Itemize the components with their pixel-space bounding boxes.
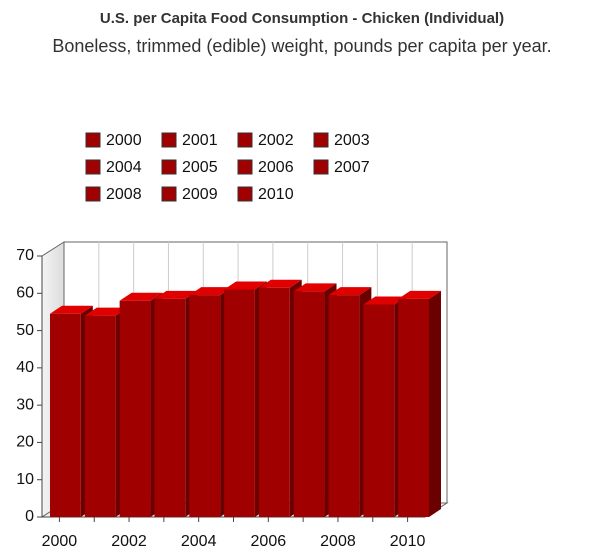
bar bbox=[398, 290, 441, 517]
bar-face bbox=[328, 287, 372, 296]
bar-face bbox=[119, 292, 163, 301]
bar-face bbox=[398, 298, 429, 517]
legend-swatch bbox=[237, 186, 253, 202]
y-tick-label: 40 bbox=[16, 359, 34, 376]
legend-swatch bbox=[237, 132, 253, 148]
bar-face bbox=[50, 305, 93, 314]
bar-face bbox=[84, 307, 128, 316]
bar-face bbox=[154, 290, 198, 299]
bar-face bbox=[363, 296, 407, 305]
bar-face bbox=[84, 315, 116, 517]
bar-face bbox=[119, 300, 151, 517]
bar-face bbox=[258, 279, 302, 288]
x-tick-label: 2006 bbox=[251, 533, 287, 550]
legend-swatch bbox=[313, 159, 329, 175]
bar-face bbox=[189, 295, 221, 517]
chart-title: U.S. per Capita Food Consumption - Chick… bbox=[99, 10, 505, 27]
legend-label: 2009 bbox=[182, 186, 218, 203]
bar-face bbox=[50, 313, 81, 517]
bar-face bbox=[363, 304, 395, 517]
y-tick-label: 50 bbox=[16, 322, 34, 339]
legend-swatch bbox=[85, 159, 101, 175]
legend-label: 2007 bbox=[334, 159, 370, 176]
chart-subtitle: Boneless, trimmed (edible) weight, pound… bbox=[52, 36, 552, 56]
bar-face bbox=[398, 290, 441, 299]
legend-swatch bbox=[161, 132, 177, 148]
legend-label: 2001 bbox=[182, 132, 218, 149]
y-tick-label: 70 bbox=[16, 247, 34, 264]
bar-face bbox=[154, 298, 186, 517]
legend-swatch bbox=[313, 132, 329, 148]
legend-label: 2003 bbox=[334, 132, 370, 149]
bar-face bbox=[224, 289, 255, 517]
legend-label: 2006 bbox=[258, 159, 294, 176]
x-tick-label: 2002 bbox=[111, 533, 147, 550]
x-tick-label: 2000 bbox=[42, 533, 78, 550]
legend-label: 2004 bbox=[106, 159, 142, 176]
y-tick-label: 30 bbox=[16, 396, 34, 413]
legend-swatch bbox=[237, 159, 253, 175]
bar-face bbox=[429, 290, 441, 517]
bar-face bbox=[258, 287, 290, 517]
legend-label: 2010 bbox=[258, 186, 294, 203]
bar-face bbox=[293, 283, 337, 292]
legend-swatch bbox=[161, 159, 177, 175]
bar-face bbox=[224, 281, 267, 290]
bar-face bbox=[189, 287, 233, 296]
legend-swatch bbox=[161, 186, 177, 202]
bar-face bbox=[328, 295, 360, 517]
legend-label: 2002 bbox=[258, 132, 294, 149]
x-tick-label: 2004 bbox=[181, 533, 217, 550]
y-tick-label: 60 bbox=[16, 285, 34, 302]
x-tick-label: 2010 bbox=[390, 533, 426, 550]
legend-swatch bbox=[85, 132, 101, 148]
legend-label: 2000 bbox=[106, 132, 142, 149]
legend-swatch bbox=[85, 186, 101, 202]
legend-label: 2005 bbox=[182, 159, 218, 176]
legend-label: 2008 bbox=[106, 186, 142, 203]
y-tick-label: 20 bbox=[16, 434, 34, 451]
bar-face bbox=[293, 291, 325, 517]
x-tick-label: 2008 bbox=[320, 533, 356, 550]
y-tick-label: 0 bbox=[25, 508, 34, 525]
y-tick-label: 10 bbox=[16, 471, 34, 488]
